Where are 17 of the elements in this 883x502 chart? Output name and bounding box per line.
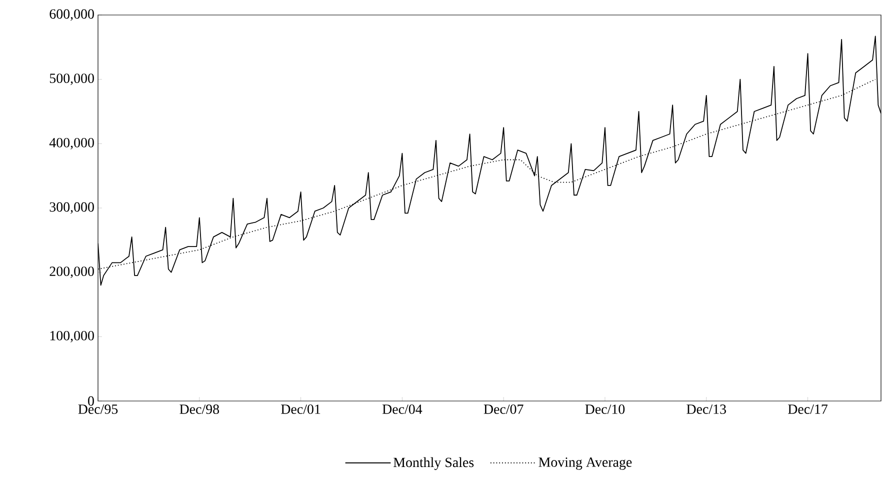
legend-label: Moving Average — [538, 458, 632, 470]
x-tick-label: Dec/17 — [788, 404, 828, 414]
y-tick-label: 600,000 — [50, 9, 94, 21]
y-tick-label: 400,000 — [49, 138, 94, 150]
legend-label: Monthly Sales — [394, 457, 474, 470]
x-tick-label: Dec/04 — [382, 404, 422, 414]
x-tick-label: Dec/10 — [585, 404, 625, 414]
x-tick-label: Dec/98 — [180, 404, 220, 414]
x-tick-label: Dec/13 — [686, 404, 726, 414]
y-tick-label: 300,000 — [50, 202, 94, 214]
y-tick-label: 500,000 — [50, 74, 94, 86]
y-tick-label: 100,000 — [50, 330, 94, 342]
y-tick-label: 200,000 — [50, 266, 94, 278]
x-tick-label: Dec/07 — [484, 404, 524, 414]
x-tick-label: Dec/01 — [281, 404, 320, 414]
x-tick-label: Dec/95 — [78, 404, 118, 414]
y-tick-label: 0 — [88, 396, 94, 406]
